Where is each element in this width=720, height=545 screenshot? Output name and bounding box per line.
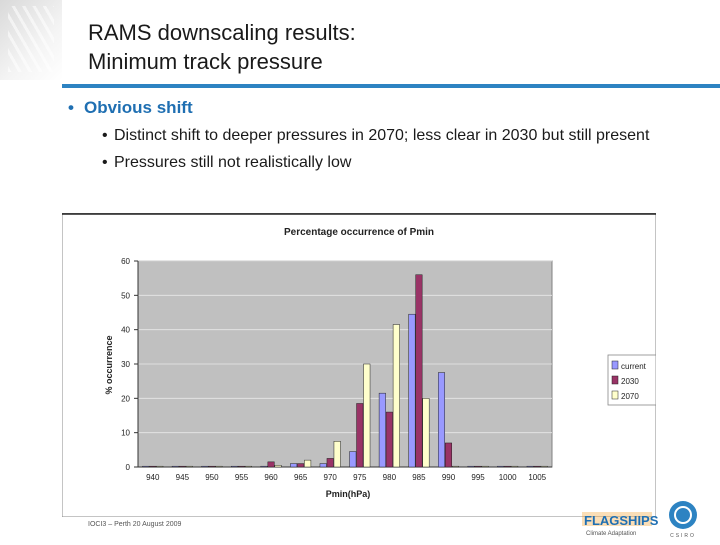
x-axis-label: Pmin(hPa) (326, 489, 371, 499)
bullet-dot-icon: • (102, 127, 108, 144)
y-tick-label: 10 (121, 429, 130, 438)
x-tick-label: 940 (146, 473, 160, 482)
y-tick-label: 0 (126, 463, 131, 472)
legend-swatch-current (611, 360, 619, 370)
bar-2070-965 (304, 459, 312, 468)
legend-swatch-2030 (611, 375, 619, 385)
bullet-list: • Obvious shift • Distinct shift to deeper… (68, 98, 688, 173)
bar-current-950 (201, 465, 209, 468)
bar-current-975 (349, 451, 357, 468)
slide-title-line2: Minimum track pressure (88, 49, 323, 74)
bar-2070-975 (363, 363, 371, 468)
bar-2070-980 (392, 324, 400, 468)
logo-text: FLAGSHIPS (584, 513, 659, 528)
bar-current-995 (467, 465, 475, 468)
bar-2030-995 (474, 465, 482, 468)
chart-container: Percentage occurrence of Pmin % occurren… (61, 212, 657, 518)
x-tick-label: 1005 (528, 473, 546, 482)
main-bullet: • Obvious shift (68, 98, 688, 118)
bar-2030-1005 (533, 465, 541, 468)
flagships-logo: FLAGSHIPS Climate Adaptation CSIRO (580, 498, 720, 540)
bar-2030-960 (267, 461, 275, 468)
bar-2030-965 (297, 463, 305, 468)
bar-2030-950 (208, 465, 216, 468)
y-tick-label: 20 (121, 394, 130, 403)
bar-2030-940 (149, 465, 157, 468)
x-tick-label: 985 (412, 473, 426, 482)
bar-2070-945 (185, 465, 193, 468)
bar-2070-990 (452, 465, 459, 468)
slide-title: RAMS downscaling results: Minimum track … (88, 18, 356, 76)
bullet-dot-icon: • (68, 98, 74, 117)
x-tick-label: 950 (205, 473, 219, 482)
x-tick-label: 955 (235, 473, 249, 482)
sub-bullet-text: Pressures still not realistically low (114, 154, 352, 171)
x-tick-label: 965 (294, 473, 308, 482)
x-tick-label: 975 (353, 473, 367, 482)
y-tick-label: 50 (121, 291, 130, 300)
legend-swatch-2070 (611, 390, 619, 400)
bar-current-945 (171, 465, 179, 468)
bar-2070-1000 (511, 465, 519, 468)
bar-2070-985 (422, 398, 430, 468)
x-tick-label: 1000 (499, 473, 517, 482)
bar-current-965 (290, 463, 298, 468)
corner-decoration-stripes (8, 6, 54, 72)
logo-subtext: Climate Adaptation (586, 531, 636, 537)
bar-2070-960 (274, 465, 282, 468)
x-tick-label: 945 (176, 473, 190, 482)
x-tick-label: 970 (324, 473, 338, 482)
y-tick-label: 40 (121, 326, 130, 335)
x-tick-label: 995 (471, 473, 485, 482)
slide-title-line1: RAMS downscaling results: (88, 20, 356, 45)
csiro-logo-ring (674, 506, 692, 524)
corner-decoration (0, 0, 62, 80)
bar-2070-955 (245, 465, 252, 468)
x-tick-label: 990 (442, 473, 456, 482)
bar-2030-1000 (504, 465, 512, 468)
csiro-text: CSIRO (670, 533, 696, 539)
y-tick-label: 60 (121, 257, 130, 266)
bar-chart: Percentage occurrence of Pmin % occurren… (61, 212, 657, 518)
sub-bullet: • Distinct shift to deeper pressures in 2… (102, 126, 688, 146)
sub-bullet-text: Distinct shift to deeper pressures in 20… (114, 127, 650, 144)
bar-current-940 (142, 465, 150, 468)
bar-2030-975 (356, 403, 364, 468)
bar-2070-940 (156, 465, 164, 468)
bar-current-990 (438, 372, 445, 468)
bar-current-1000 (497, 465, 505, 468)
logo-swoosh (582, 512, 652, 526)
title-rule (62, 84, 720, 88)
logo-graphic: FLAGSHIPS Climate Adaptation CSIRO (582, 501, 697, 539)
bar-current-1005 (526, 465, 534, 468)
y-axis-label: % occurrence (104, 335, 114, 394)
footer-text: IOCI3 – Perth 20 August 2009 (88, 521, 182, 528)
legend-label-2070: 2070 (621, 392, 639, 401)
bar-2030-985 (415, 274, 423, 468)
bar-current-960 (260, 465, 268, 468)
chart-title: Percentage occurrence of Pmin (284, 227, 434, 238)
bar-2070-995 (481, 465, 489, 468)
legend-label-2030: 2030 (621, 377, 639, 386)
main-bullet-text: Obvious shift (84, 98, 193, 117)
bullet-dot-icon: • (102, 154, 108, 171)
legend-label-current: current (621, 362, 647, 371)
bar-2030-945 (178, 465, 186, 468)
x-tick-label: 980 (383, 473, 397, 482)
bar-2070-950 (215, 465, 223, 468)
bar-2030-955 (238, 465, 245, 468)
bar-current-980 (378, 392, 386, 468)
x-tick-label: 960 (264, 473, 278, 482)
bar-current-955 (231, 465, 238, 468)
y-tick-label: 30 (121, 360, 130, 369)
bar-2070-970 (333, 441, 341, 468)
bar-current-985 (408, 313, 416, 468)
bar-2030-980 (385, 411, 393, 468)
bar-2070-1005 (540, 465, 548, 468)
bar-current-970 (319, 463, 327, 468)
bar-2030-970 (326, 458, 334, 468)
csiro-logo-icon (669, 501, 697, 529)
sub-bullet: • Pressures still not realistically low (102, 153, 688, 173)
bar-2030-990 (445, 442, 452, 468)
